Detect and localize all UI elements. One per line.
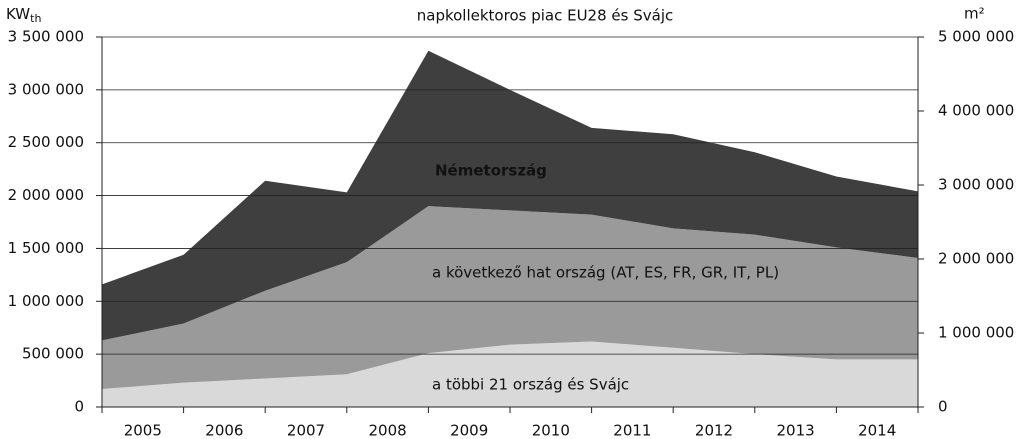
chart-title: napkollektoros piac EU28 és Svájc — [417, 7, 673, 25]
x-tick-label: 2008 — [369, 422, 407, 439]
x-tick-label: 2012 — [695, 422, 733, 439]
y-tick-label: 2 500 000 — [8, 133, 84, 151]
area — [102, 341, 918, 407]
area — [102, 206, 918, 390]
x-tick-label: 2006 — [205, 422, 243, 439]
x-tick-label: 2014 — [858, 422, 896, 439]
y2-tick-label: 0 — [938, 398, 948, 416]
x-tick-label: 2013 — [777, 422, 815, 439]
y-tick-label: 500 000 — [22, 345, 84, 363]
y-label-main: KW — [6, 5, 30, 23]
y2-axis-label: m² — [964, 5, 985, 23]
y-tick-label: 0 — [74, 398, 84, 416]
y2-tick-label: 2 000 000 — [938, 250, 1014, 268]
y2-tick-label: 1 000 000 — [938, 324, 1014, 342]
y-axis-label: KWth — [6, 5, 41, 26]
y-label-sub: th — [30, 12, 41, 25]
x-tick-label: 2009 — [450, 422, 488, 439]
y2-tick-label: 5 000 000 — [938, 28, 1014, 46]
y2-tick-label: 4 000 000 — [938, 102, 1014, 120]
series-label: a többi 21 ország és Svájc — [432, 376, 629, 394]
y-tick-label: 1 500 000 — [8, 239, 84, 257]
x-tick-label: 2005 — [124, 422, 162, 439]
y2-tick-label: 3 000 000 — [938, 176, 1014, 194]
x-tick-label: 2011 — [613, 422, 651, 439]
y-tick-label: 3 500 000 — [8, 28, 84, 46]
series-label: a következő hat ország (AT, ES, FR, GR, … — [432, 264, 779, 282]
y-tick-label: 2 000 000 — [8, 186, 84, 204]
x-tick-label: 2010 — [532, 422, 570, 439]
y-tick-label: 1 000 000 — [8, 292, 84, 310]
series-label: Németország — [435, 162, 547, 180]
y-tick-label: 3 000 000 — [8, 80, 84, 98]
x-tick-label: 2007 — [287, 422, 325, 439]
